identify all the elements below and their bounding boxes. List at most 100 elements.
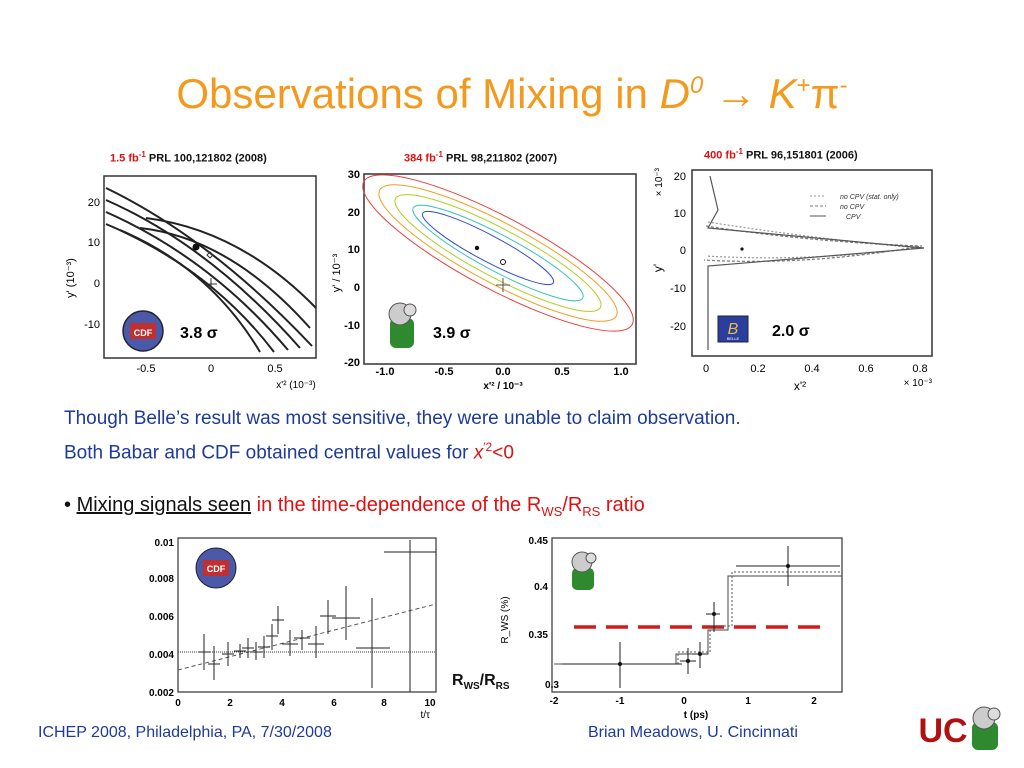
panel3-reference: 400 fb-1 PRL 96,151801 (2006) [704, 147, 858, 162]
svg-text:UC: UC [918, 712, 967, 750]
p3-xtick: 0 [703, 363, 709, 375]
pl-ytick: 0.004 [149, 650, 174, 661]
pl-xtick: 8 [381, 698, 387, 709]
p1-significance: 3.8 σ [180, 325, 218, 342]
footer-left: ICHEP 2008, Philadelphia, PA, 7/30/2008 [38, 724, 332, 741]
p2-no-mixing-point [496, 278, 510, 292]
ratio-label: RWS/RRS [452, 672, 510, 693]
p1-xtick: -0.5 [137, 363, 156, 375]
bullet-underlined: Mixing signals seen [76, 494, 252, 516]
panel2-reference: 384 fb-1 PRL 98,211802 (2007) [404, 150, 558, 165]
p1-contour [139, 227, 311, 329]
svg-text:BELLE: BELLE [727, 336, 740, 341]
p3-xlabel: x'² [794, 379, 806, 393]
pl-xtick: 6 [331, 698, 337, 709]
p1-best-fit-point [192, 243, 200, 251]
pr-ytick: 0.4 [534, 582, 548, 593]
p3-xtick: 0.8 [912, 363, 927, 375]
svg-text:CDF: CDF [134, 328, 153, 338]
p1-ytick: 0 [94, 278, 100, 290]
p2-xlabel: x'² / 10⁻³ [483, 381, 523, 392]
p3-xtick: 0.4 [804, 363, 819, 375]
cdf-contour-plot: y' (10⁻³) 20 10 0 -10 -0.5 0 0.5 x'² (10… [65, 175, 317, 391]
pr-xtick: 1 [745, 696, 751, 707]
babar-contour-plot: y' / 10⁻³ 30 20 10 0 -10 -20 -1.0 -0.5 0… [331, 169, 637, 392]
babar-time-dependence-plot: R_WS (%) 0.45 0.4 0.35 0.3 -2 -1 0 1 2 t… [500, 536, 843, 721]
uc-logo-icon: UC [918, 706, 968, 750]
p3-ytick: 10 [674, 208, 686, 220]
svg-text:B: B [728, 321, 739, 338]
p3-ytick: 0 [680, 245, 686, 257]
pl-data-points [198, 540, 436, 692]
pl-ytick: 0.01 [155, 538, 175, 549]
p2-xtick: 0.0 [495, 366, 510, 378]
p2-ytick: 30 [348, 169, 360, 181]
p3-contour [707, 175, 925, 350]
bullet-item: • Mixing signals seen in the time-depend… [64, 494, 645, 519]
p3-ylabel: y' [651, 264, 665, 272]
body-paragraph: Though Belle’s result was most sensitive… [64, 404, 984, 467]
pl-xlabel: t/τ [420, 710, 430, 721]
pr-xtick: -2 [550, 696, 559, 707]
title-k: K [768, 70, 797, 117]
pr-xtick: 2 [811, 696, 817, 707]
cdf-logo-icon: CDF [122, 310, 164, 352]
pr-ytick: 0.45 [529, 536, 549, 547]
p3-yscale: × 10⁻³ [654, 167, 665, 196]
p3-legend: no CPV (stat. only) no CPV CPV [810, 194, 899, 221]
p3-best-fit-point [740, 247, 744, 251]
panel1-reference: 1.5 fb-1 PRL 100,121802 (2008) [110, 150, 267, 165]
pl-xtick: 4 [279, 698, 285, 709]
babar-elephant-footer-icon [972, 706, 1001, 750]
belle-contour-plot: × 10⁻³ 20 10 0 -10 -20 y' 0 0.2 0.4 0.6 … [651, 167, 933, 393]
pr-xlabel: t (ps) [684, 710, 708, 721]
pr-xtick: -1 [616, 696, 625, 707]
p2-ytick: 20 [348, 207, 360, 219]
p2-ytick: -20 [344, 357, 360, 369]
p1-contour [145, 217, 317, 309]
p2-xtick: 0.5 [554, 366, 569, 378]
pl-ytick: 0.006 [149, 612, 174, 623]
babar-elephant-small-icon [571, 551, 597, 590]
title-text: Observations of Mixing in [176, 70, 660, 117]
p2-marker [500, 259, 506, 265]
p1-xtick: 0 [208, 363, 214, 375]
pl-xtick: 10 [424, 698, 436, 709]
pr-xtick: 0 [681, 696, 687, 707]
p2-ylabel: y' / 10⁻³ [331, 253, 343, 292]
pl-mixing-fit-line [177, 603, 437, 671]
p3-ytick: -10 [670, 283, 686, 295]
p2-ytick: -10 [344, 320, 360, 332]
p3-xtick: 0.2 [750, 363, 765, 375]
bullet-icon: • [64, 494, 72, 516]
cdf-logo-small-icon: CDF [195, 547, 237, 589]
svg-text:CPV: CPV [846, 214, 862, 221]
p3-xtick: 0.6 [858, 363, 873, 375]
svg-text:CDF: CDF [207, 564, 226, 574]
slide-title: Observations of Mixing in D0 → K+π- [176, 70, 848, 117]
p1-no-mixing-point [205, 278, 217, 290]
p3-ytick: 20 [674, 171, 686, 183]
p1-ytick: 20 [88, 197, 100, 209]
p1-marker [206, 251, 214, 259]
p1-ytick: 10 [88, 237, 100, 249]
p3-significance: 2.0 σ [772, 323, 810, 340]
p1-contour [105, 211, 289, 351]
belle-logo-icon: B BELLE [717, 315, 749, 343]
p1-xtick: 0.5 [267, 363, 282, 375]
p1-contour [119, 229, 261, 353]
p2-significance: 3.9 σ [433, 325, 471, 342]
title-d: D [659, 70, 690, 117]
p2-contour [421, 210, 555, 286]
p2-ytick: 10 [348, 244, 360, 256]
pl-xtick: 0 [175, 698, 181, 709]
pr-data-markers [618, 564, 790, 666]
pl-ytick: 0.002 [149, 688, 174, 699]
body-line-2: Both Babar and CDF obtained central valu… [64, 440, 514, 464]
p2-xtick: -1.0 [376, 366, 395, 378]
body-line-1: Though Belle’s result was most sensitive… [64, 408, 741, 429]
arrow-icon: → [714, 70, 757, 117]
cdf-time-dependence-plot: 0.01 0.008 0.006 0.004 0.002 0 2 4 6 8 1… [149, 537, 437, 721]
p1-ylabel: y' (10⁻³) [65, 258, 77, 298]
pr-ytick: 0.35 [529, 630, 549, 641]
